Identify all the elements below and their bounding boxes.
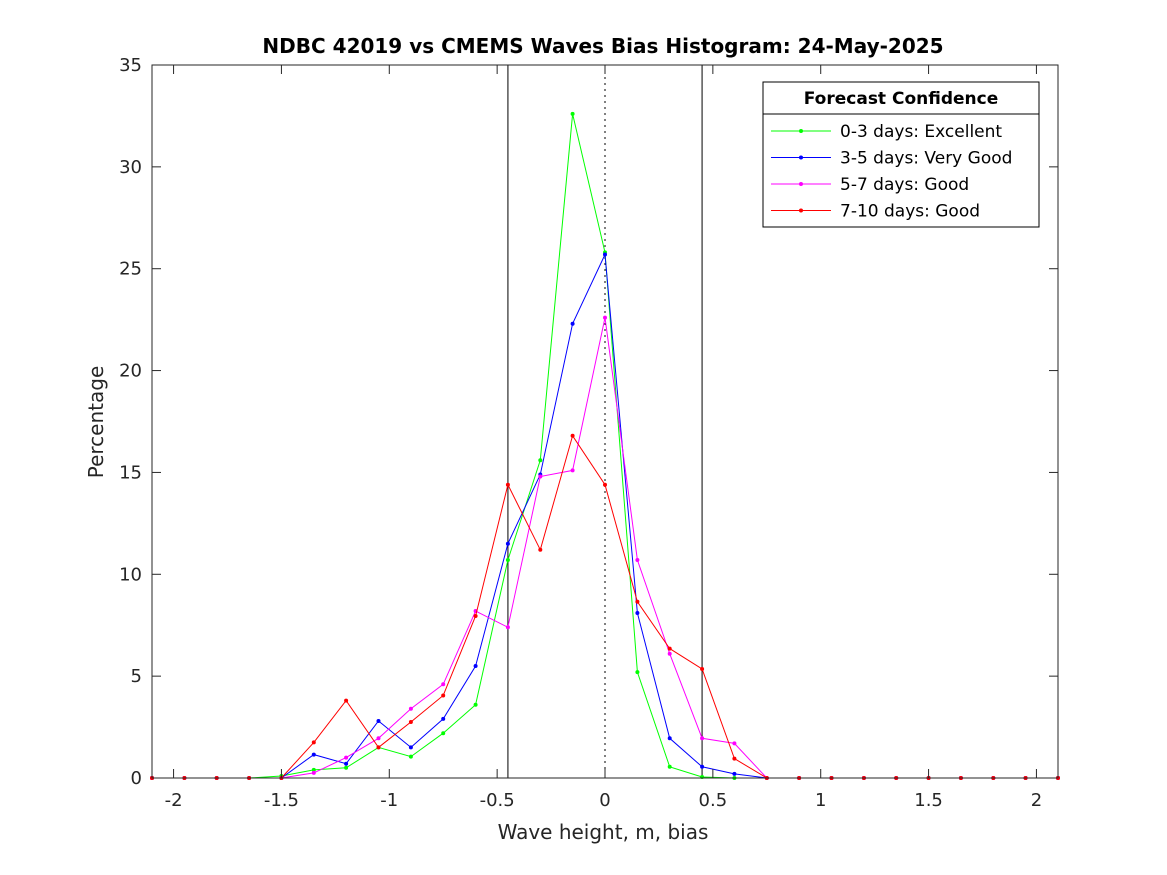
data-point: [732, 771, 737, 776]
data-point: [505, 625, 510, 630]
y-tick-label: 15: [119, 462, 142, 483]
data-point: [408, 706, 413, 711]
data-point: [603, 252, 607, 257]
data-point: [473, 702, 478, 707]
data-point: [376, 736, 381, 741]
x-tick-label: 1: [815, 790, 826, 811]
data-point: [344, 755, 349, 760]
y-tick-label: 20: [119, 361, 142, 382]
data-point: [570, 111, 575, 116]
legend-entry: 0-3 days: Excellent: [840, 122, 1002, 142]
y-tick-label: 25: [119, 259, 142, 280]
legend-entry: 7-10 days: Good: [840, 202, 980, 222]
data-point: [635, 670, 640, 675]
legend: Forecast Confidence 0-3 days: Excellent 3-…: [762, 81, 1040, 228]
data-point: [667, 736, 672, 741]
x-tick-label: -1.5: [264, 790, 299, 811]
x-tick-label: 1.5: [914, 790, 943, 811]
data-point: [473, 614, 478, 618]
data-point: [311, 740, 316, 745]
data-point: [311, 752, 316, 757]
data-point: [505, 558, 510, 562]
data-point: [700, 736, 705, 741]
data-point: [700, 667, 705, 671]
data-point: [344, 765, 349, 770]
data-point: [311, 770, 316, 775]
data-point: [311, 767, 316, 772]
data-point: [570, 433, 575, 438]
data-point: [667, 764, 672, 769]
data-point: [376, 745, 381, 750]
legend-title: Forecast Confidence: [804, 89, 999, 109]
x-tick-label: 2: [1031, 790, 1042, 811]
y-tick-label: 10: [119, 564, 142, 585]
data-point: [408, 754, 413, 759]
x-tick-label: 0.5: [699, 790, 728, 811]
data-point: [441, 693, 446, 698]
x-tick-label: -0.5: [480, 790, 515, 811]
data-point: [667, 651, 672, 656]
data-point: [603, 315, 607, 320]
x-tick-label: -1: [380, 790, 398, 811]
data-point: [635, 558, 640, 562]
data-point: [538, 474, 543, 479]
legend-swatch-marker: [799, 208, 803, 213]
data-point: [376, 719, 381, 723]
y-tick-label: 5: [131, 666, 142, 687]
data-point: [732, 756, 737, 761]
chart-title: NDBC 42019 vs CMEMS Waves Bias Histogram…: [262, 34, 943, 58]
legend-swatch-marker: [799, 129, 803, 133]
data-point: [635, 599, 640, 604]
y-axis-label: Percentage: [84, 366, 108, 479]
data-point: [538, 458, 543, 463]
data-point: [732, 741, 737, 746]
data-point: [700, 764, 705, 769]
x-tick-label: 0: [599, 790, 610, 811]
data-point: [505, 482, 510, 487]
legend-box: [762, 81, 1040, 228]
legend-entry: 5-7 days: Good: [840, 175, 969, 195]
legend-swatch-marker: [799, 182, 803, 186]
data-point: [505, 541, 510, 546]
data-point: [635, 611, 640, 615]
data-point: [603, 482, 607, 487]
legend-entry: 3-5 days: Very Good: [840, 149, 1012, 169]
y-tick-label: 35: [119, 55, 142, 76]
reference-lines: [507, 65, 703, 778]
data-point: [667, 646, 672, 651]
x-axis-label: Wave height, m, bias: [498, 820, 709, 844]
data-point: [344, 698, 349, 703]
data-point: [473, 664, 478, 668]
data-point: [441, 682, 446, 687]
data-point: [570, 468, 575, 473]
data-point: [441, 716, 446, 721]
x-tick-label: -2: [165, 790, 183, 811]
data-point: [570, 321, 575, 326]
data-point: [408, 745, 413, 750]
data-point: [538, 547, 543, 552]
data-point: [441, 731, 446, 736]
data-point: [344, 761, 349, 766]
legend-swatch-marker: [799, 155, 803, 160]
y-tick-label: 0: [131, 768, 142, 789]
data-point: [408, 720, 413, 724]
y-tick-label: 30: [119, 157, 142, 178]
